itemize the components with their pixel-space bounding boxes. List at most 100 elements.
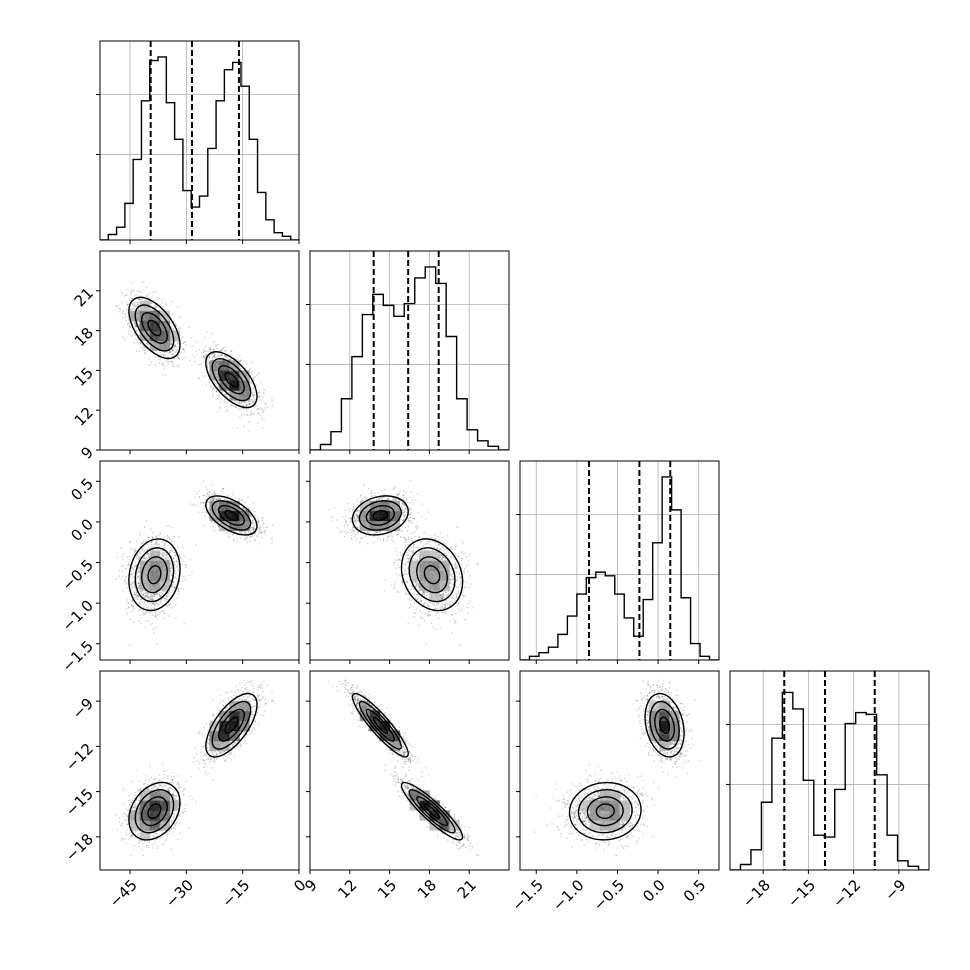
sample-point	[183, 351, 186, 353]
panel-0-0	[96, 40, 300, 244]
sample-point	[230, 350, 233, 352]
sample-point	[152, 590, 154, 593]
sample-point	[240, 537, 242, 539]
sample-point	[225, 350, 227, 352]
sample-point	[263, 531, 266, 533]
sample-point	[251, 521, 253, 523]
sample-point	[258, 392, 261, 395]
sample-point	[171, 541, 173, 543]
sample-point	[217, 498, 219, 500]
sample-point	[173, 344, 176, 346]
sample-point	[208, 356, 211, 359]
sample-point	[231, 533, 234, 536]
sample-point	[176, 597, 179, 599]
sample-point	[161, 302, 164, 304]
sample-point	[208, 494, 211, 496]
sample-point	[131, 308, 134, 310]
sample-point	[208, 370, 210, 373]
sample-point	[182, 563, 184, 565]
sample-point	[131, 573, 134, 575]
sample-point	[210, 349, 212, 351]
sample-point	[143, 550, 145, 553]
panel-1-1	[306, 250, 510, 454]
sample-point	[171, 589, 173, 592]
sample-point	[142, 592, 145, 595]
sample-point	[256, 536, 259, 538]
histogram-step	[310, 266, 509, 450]
sample-point	[125, 316, 127, 319]
sample-point	[151, 598, 153, 601]
sample-point	[138, 586, 141, 589]
sample-point	[150, 624, 153, 626]
sample-point	[174, 323, 177, 325]
sample-point	[180, 557, 182, 559]
sample-point	[122, 327, 125, 329]
sample-point	[156, 305, 158, 308]
sample-point	[204, 357, 206, 360]
sample-point	[237, 401, 239, 404]
sample-point	[217, 395, 220, 398]
sample-point	[132, 581, 135, 583]
sample-point	[150, 607, 153, 610]
sample-point	[170, 591, 173, 594]
sample-point	[135, 329, 137, 331]
sample-point	[171, 355, 174, 358]
sample-point	[157, 297, 159, 299]
sample-point	[202, 351, 205, 353]
sample-point	[213, 355, 215, 358]
sample-point	[271, 524, 274, 526]
sample-point	[133, 591, 136, 594]
sample-point	[178, 535, 180, 538]
sample-point	[148, 293, 150, 295]
sample-point	[134, 548, 137, 551]
sample-point	[238, 354, 241, 357]
sample-point	[253, 413, 255, 415]
sample-point	[127, 564, 129, 566]
sample-point	[143, 557, 145, 559]
sample-point	[224, 498, 227, 501]
sample-point	[217, 525, 220, 527]
sample-point	[151, 595, 154, 597]
sample-point	[142, 542, 144, 545]
sample-point	[252, 379, 255, 381]
sample-point	[133, 307, 136, 310]
sample-point	[152, 603, 154, 606]
sample-point	[210, 333, 213, 335]
sample-point	[142, 557, 144, 560]
sample-point	[219, 393, 221, 395]
sample-point	[229, 532, 231, 535]
sample-point	[115, 305, 117, 307]
sample-point	[239, 400, 242, 403]
sample-point	[165, 303, 168, 306]
sample-point	[144, 526, 146, 528]
sample-point	[158, 594, 161, 596]
sample-point	[213, 352, 216, 355]
sample-point	[144, 349, 147, 352]
sample-point	[257, 519, 259, 521]
sample-point	[150, 544, 152, 546]
panel-1-0	[96, 250, 300, 454]
sample-point	[121, 565, 123, 567]
sample-point	[133, 583, 135, 585]
sample-point	[130, 604, 133, 606]
sample-point	[128, 329, 130, 331]
sample-point	[134, 295, 136, 297]
sample-point	[219, 350, 221, 352]
sample-point	[166, 525, 168, 528]
sample-point	[168, 524, 170, 527]
sample-point	[138, 567, 141, 569]
sample-point	[130, 573, 133, 576]
sample-point	[206, 365, 209, 367]
sample-point	[145, 591, 147, 593]
sample-point	[260, 531, 263, 533]
sample-point	[118, 569, 121, 572]
sample-point	[258, 391, 260, 394]
sample-point	[208, 491, 211, 494]
sample-point	[175, 560, 178, 563]
sample-point	[249, 535, 251, 538]
sample-point	[257, 524, 260, 527]
sample-point	[249, 536, 252, 538]
sample-point	[152, 628, 155, 631]
sample-point	[205, 494, 208, 497]
sample-point	[131, 600, 134, 602]
